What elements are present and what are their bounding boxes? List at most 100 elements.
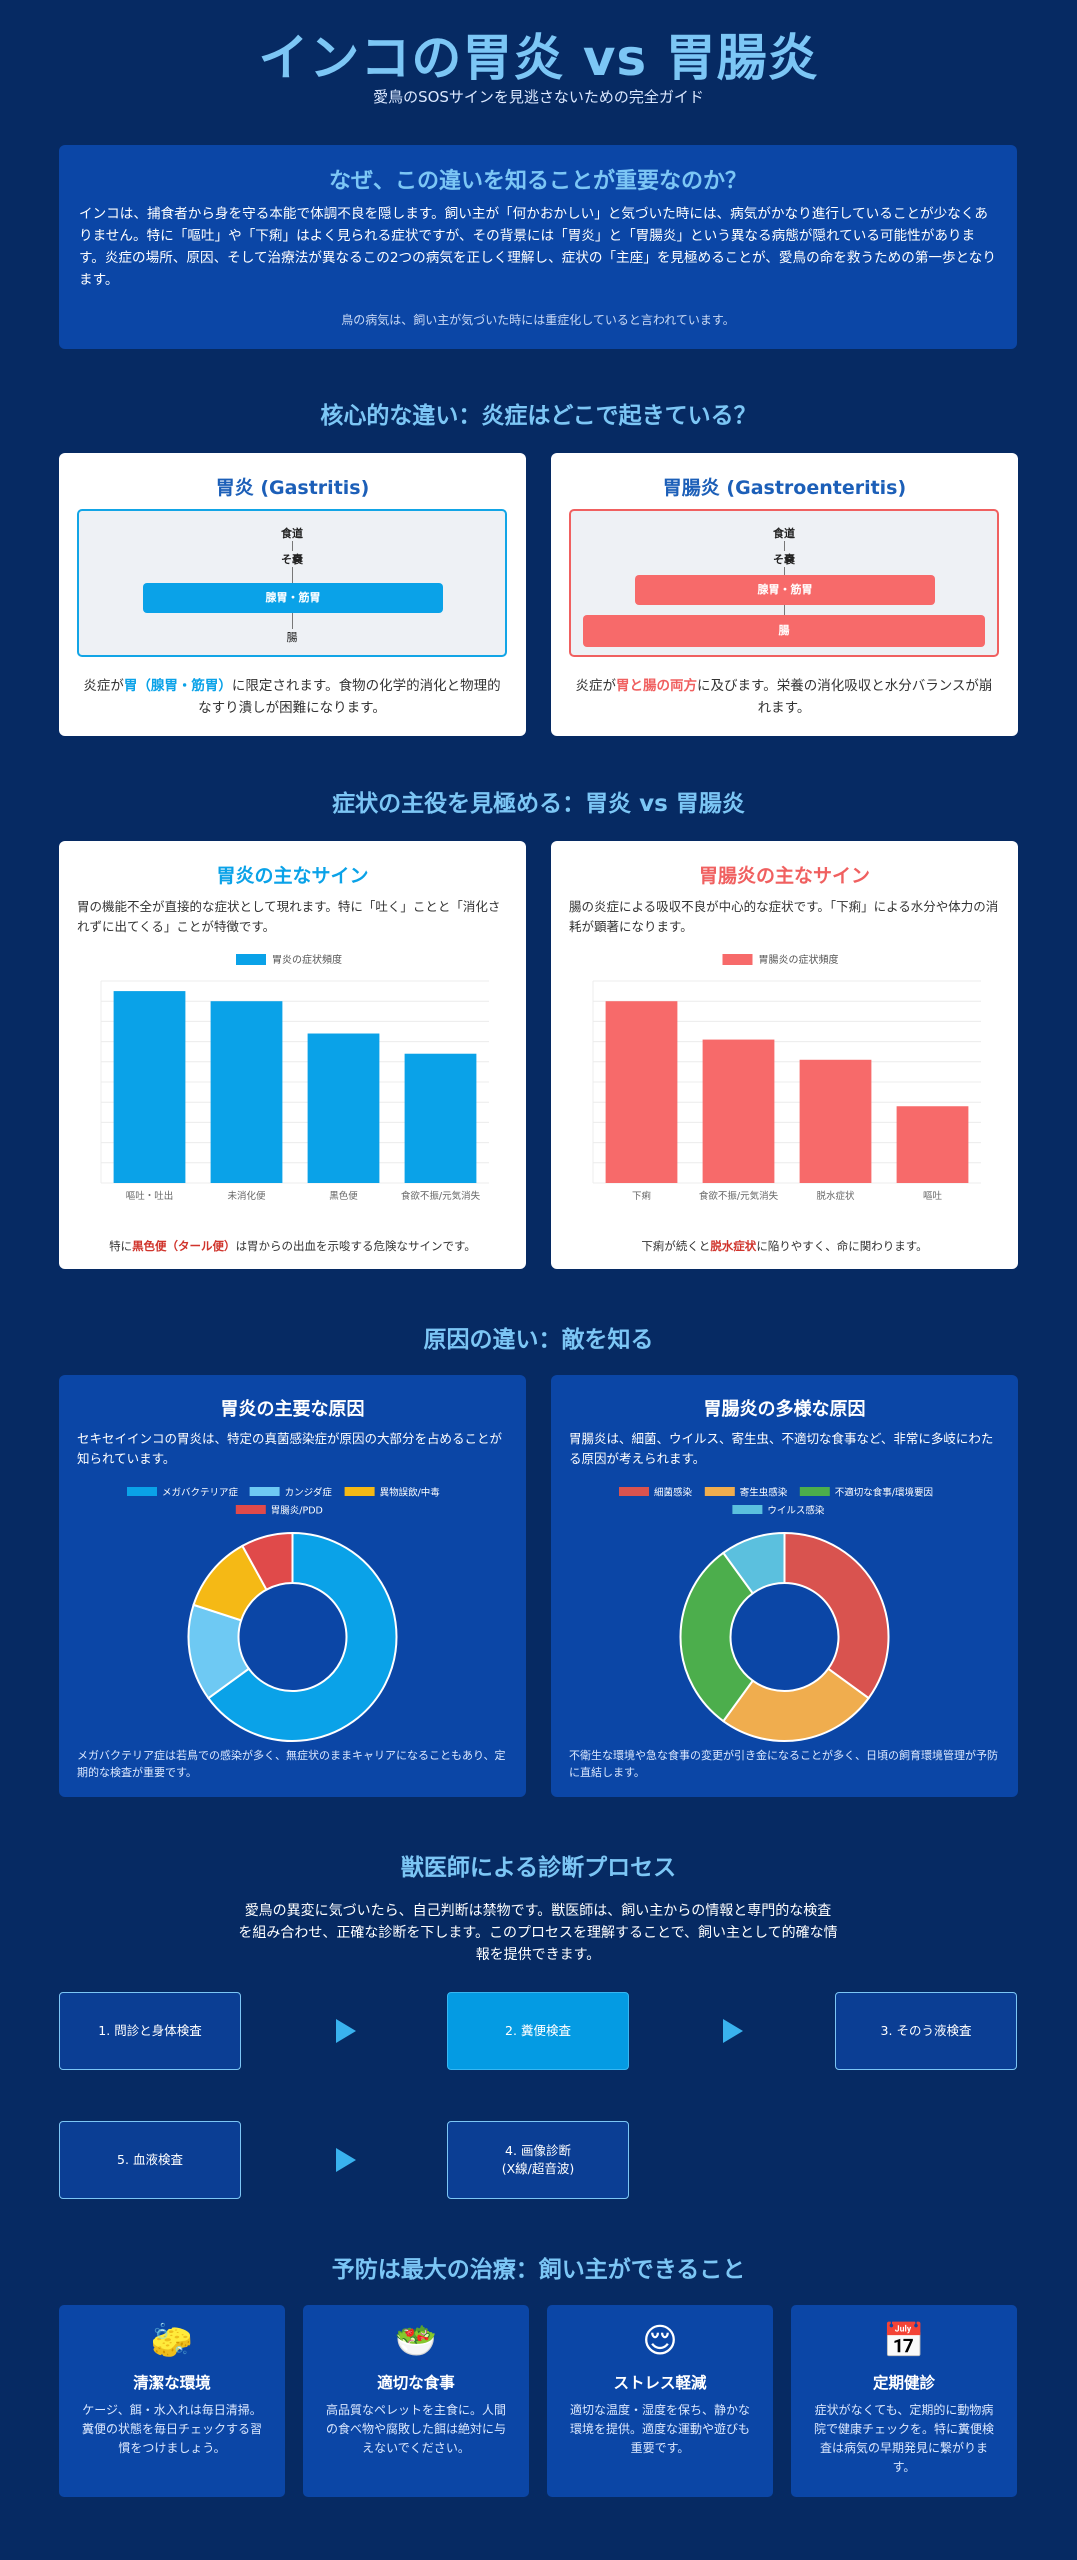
legend-swatch xyxy=(249,1487,280,1496)
legend-swatch xyxy=(704,1487,735,1496)
arrow-right-icon xyxy=(336,2019,356,2043)
sponge-icon: 🧽 xyxy=(150,2321,194,2361)
category-label: 食欲不振/元気消失 xyxy=(401,1190,481,1202)
process-step-4[interactable]: 4. 画像診断 (X線/超音波) xyxy=(447,2121,629,2199)
diagram-stomach-inflamed: 腺胃・筋胃 xyxy=(143,583,443,613)
salad-icon: 🥗 xyxy=(394,2321,438,2361)
legend-label: 不適切な食事/環境要因 xyxy=(835,1487,933,1499)
bar xyxy=(896,1106,969,1183)
category-label: 脱水症状 xyxy=(816,1190,855,1202)
legend-label: 胃腸炎の症状頻度 xyxy=(759,953,839,966)
intro-body: インコは、捕食者から身を守る本能で体調不良を隠します。飼い主が「何かおかしい」と… xyxy=(79,206,996,288)
prevention-card-clean: 🧽 清潔な環境 ケージ、餌・水入れは毎日清掃。糞便の状態を毎日チェックする習慣を… xyxy=(59,2305,285,2497)
legend-label: カンジダ症 xyxy=(285,1487,333,1499)
diagram-label-esophagus: 食道 xyxy=(281,527,303,540)
gastroenteritis-symptoms-desc: 腸の炎症による吸収不良が中心的な症状です。「下痢」による水分や体力の消耗が顕著に… xyxy=(569,899,999,934)
gastritis-location-heading: 胃炎 (Gastritis) xyxy=(215,477,370,499)
prevention-card-heading: 清潔な環境 xyxy=(133,2374,211,2392)
diagram-label-crop: そ嚢 xyxy=(773,553,795,566)
category-label: 未消化便 xyxy=(227,1190,266,1202)
gastroenteritis-diagram: 食道 そ嚢 腺胃・筋胃 腸 xyxy=(569,509,999,657)
gastroenteritis-symptoms-foot: 下痢が続くと脱水症状に陥りやすく、命に関わります。 xyxy=(641,1239,928,1253)
gastritis-location-card: 胃炎 (Gastritis) 食道 そ嚢 腺胃・筋胃 腸 炎症が胃（腺胃・筋胃）… xyxy=(59,453,526,736)
section-title-location: 核心的な違い：炎症はどこで起きている？ xyxy=(320,403,757,429)
prevention-card-text: 適切な温度・湿度を保ち、静かな環境を提供。適度な運動や遊びも重要です。 xyxy=(569,2403,750,2455)
diagram-connector xyxy=(784,541,785,551)
legend-label: 異物誤飲/中毒 xyxy=(380,1487,441,1499)
section-title-prevention: 予防は最大の治療：飼い主ができること xyxy=(331,2257,746,2283)
legend-label: メガバクテリア症 xyxy=(162,1487,239,1499)
bar xyxy=(113,991,186,1183)
bar xyxy=(404,1053,477,1183)
process-step-2[interactable]: 2. 糞便検査 xyxy=(447,1992,629,2070)
diagram-intestine-inflamed: 腸 xyxy=(583,615,985,647)
diagram-label-crop: そ嚢 xyxy=(281,553,303,566)
gastroenteritis-causes-desc: 胃腸炎は、細菌、ウイルス、寄生虫、不適切な食事など、非常に多岐にわたる原因が考え… xyxy=(569,1431,994,1466)
prevention-card-text: ケージ、餌・水入れは毎日清掃。糞便の状態を毎日チェックする習慣をつけましょう。 xyxy=(81,2403,262,2455)
intro-card: なぜ、この違いを知ることが重要なのか？ インコは、捕食者から身を守る本能で体調不… xyxy=(59,145,1017,349)
prevention-card-checkup: 📅 定期健診 症状がなくても、定期的に動物病院で健康チェックを。特に糞便検査は病… xyxy=(791,2305,1017,2497)
pie-slice xyxy=(241,1531,294,1592)
intro-note: 鳥の病気は、飼い主が気づいた時には重症化していると言われています。 xyxy=(341,313,735,327)
process-desc: 愛鳥の異変に気づいたら、自己判断は禁物です。獣医師は、飼い主からの情報と専門的な… xyxy=(238,1903,838,1963)
legend-label: 胃炎の症状頻度 xyxy=(272,953,342,966)
section-title-process: 獣医師による診断プロセス xyxy=(400,1855,677,1881)
legend-swatch xyxy=(235,1505,266,1514)
diagram-connector xyxy=(292,541,293,551)
arrow-right-icon xyxy=(723,2019,743,2043)
diagram-connector xyxy=(784,567,785,577)
process-step-3[interactable]: 3. そのう液検査 xyxy=(835,1992,1017,2070)
pie-slice xyxy=(679,1551,755,1723)
legend-swatch xyxy=(619,1487,649,1496)
legend-label: 寄生虫感染 xyxy=(740,1487,788,1499)
gastroenteritis-causes-foot: 不衛生な環境や急な食事の変更が引き金になることが多く、日頃の飼育環境管理が予防に… xyxy=(569,1749,998,1779)
gastroenteritis-location-desc: 炎症が胃と腸の両方に及びます。栄養の消化吸収と水分バランスが崩れます。 xyxy=(575,678,993,716)
legend-label: ウイルス感染 xyxy=(767,1505,825,1517)
calendar-icon: 📅 xyxy=(882,2321,926,2361)
legend-swatch xyxy=(127,1487,157,1496)
diagram-stomach-inflamed: 腺胃・筋胃 xyxy=(635,575,935,605)
legend-swatch xyxy=(732,1505,763,1514)
category-label: 食欲不振/元気消失 xyxy=(699,1190,779,1202)
page-subtitle: 愛鳥のSOSサインを見逃さないための完全ガイド xyxy=(373,88,704,106)
diagram-connector xyxy=(784,605,785,615)
arrow-right-icon xyxy=(336,2148,356,2172)
pie-slice xyxy=(721,1531,786,1595)
gastritis-location-desc: 炎症が胃（腺胃・筋胃）に限定されます。食物の化学的消化と物理的なすり潰しが困難に… xyxy=(83,678,501,716)
gastroenteritis-symptoms-card: 胃腸炎の主なサイン 腸の炎症による吸収不良が中心的な症状です。「下痢」による水分… xyxy=(551,841,1018,1269)
legend-label: 胃腸炎/PDD xyxy=(271,1506,323,1517)
bar xyxy=(210,1001,283,1183)
legend-label: 細菌感染 xyxy=(654,1487,693,1499)
process-step-5[interactable]: 5. 血液検査 xyxy=(59,2121,241,2199)
section-title-symptoms: 症状の主役を見極める：胃炎 vs 胃腸炎 xyxy=(332,791,745,817)
gastritis-symptoms-desc: 胃の機能不全が直接的な症状として現れます。特に「吐く」ことと「消化されずに出てく… xyxy=(77,899,501,934)
gastritis-symptoms-card: 胃炎の主なサイン 胃の機能不全が直接的な症状として現れます。特に「吐く」ことと「… xyxy=(59,841,526,1269)
prevention-card-heading: 適切な食事 xyxy=(377,2374,455,2392)
category-label: 黒色便 xyxy=(329,1190,358,1202)
category-label: 嘔吐 xyxy=(923,1191,943,1202)
intro-heading: なぜ、この違いを知ることが重要なのか？ xyxy=(328,169,747,194)
gastroenteritis-symptoms-heading: 胃腸炎の主なサイン xyxy=(698,865,870,887)
section-title-causes: 原因の違い：敵を知る xyxy=(423,1327,654,1353)
bar xyxy=(799,1059,872,1183)
gastroenteritis-causes-heading: 胃腸炎の多様な原因 xyxy=(703,1399,866,1420)
gastritis-causes-desc: セキセイインコの胃炎は、特定の真菌感染症が原因の大部分を占めることが知られていま… xyxy=(77,1431,503,1466)
gastroenteritis-causes-card: 胃腸炎の多様な原因 胃腸炎は、細菌、ウイルス、寄生虫、不適切な食事など、非常に多… xyxy=(551,1375,1018,1797)
diagram-label-esophagus: 食道 xyxy=(773,527,795,540)
legend-swatch xyxy=(722,954,753,965)
diagram-label-intestine: 腸 xyxy=(286,631,298,644)
gastroenteritis-location-heading: 胃腸炎 (Gastroenteritis) xyxy=(662,477,907,499)
diagram-connector xyxy=(292,613,293,629)
gastritis-causes-card: 胃炎の主要な原因 セキセイインコの胃炎は、特定の真菌感染症が原因の大部分を占める… xyxy=(59,1375,526,1797)
pie-slice xyxy=(783,1531,890,1700)
process-step-1[interactable]: 1. 問診と身体検査 xyxy=(59,1992,241,2070)
category-label: 嘔吐・吐出 xyxy=(126,1190,174,1202)
category-label: 下痢 xyxy=(632,1190,652,1202)
legend-swatch xyxy=(236,954,266,965)
bar xyxy=(605,1001,678,1183)
prevention-card-text: 高品質なペレットを主食に。人間の食べ物や腐敗した餌は絶対に与えないでください。 xyxy=(325,2403,506,2455)
gastritis-causes-foot: メガバクテリア症は若鳥での感染が多く、無症状のままキャリアになることもあり、定期… xyxy=(77,1749,506,1779)
